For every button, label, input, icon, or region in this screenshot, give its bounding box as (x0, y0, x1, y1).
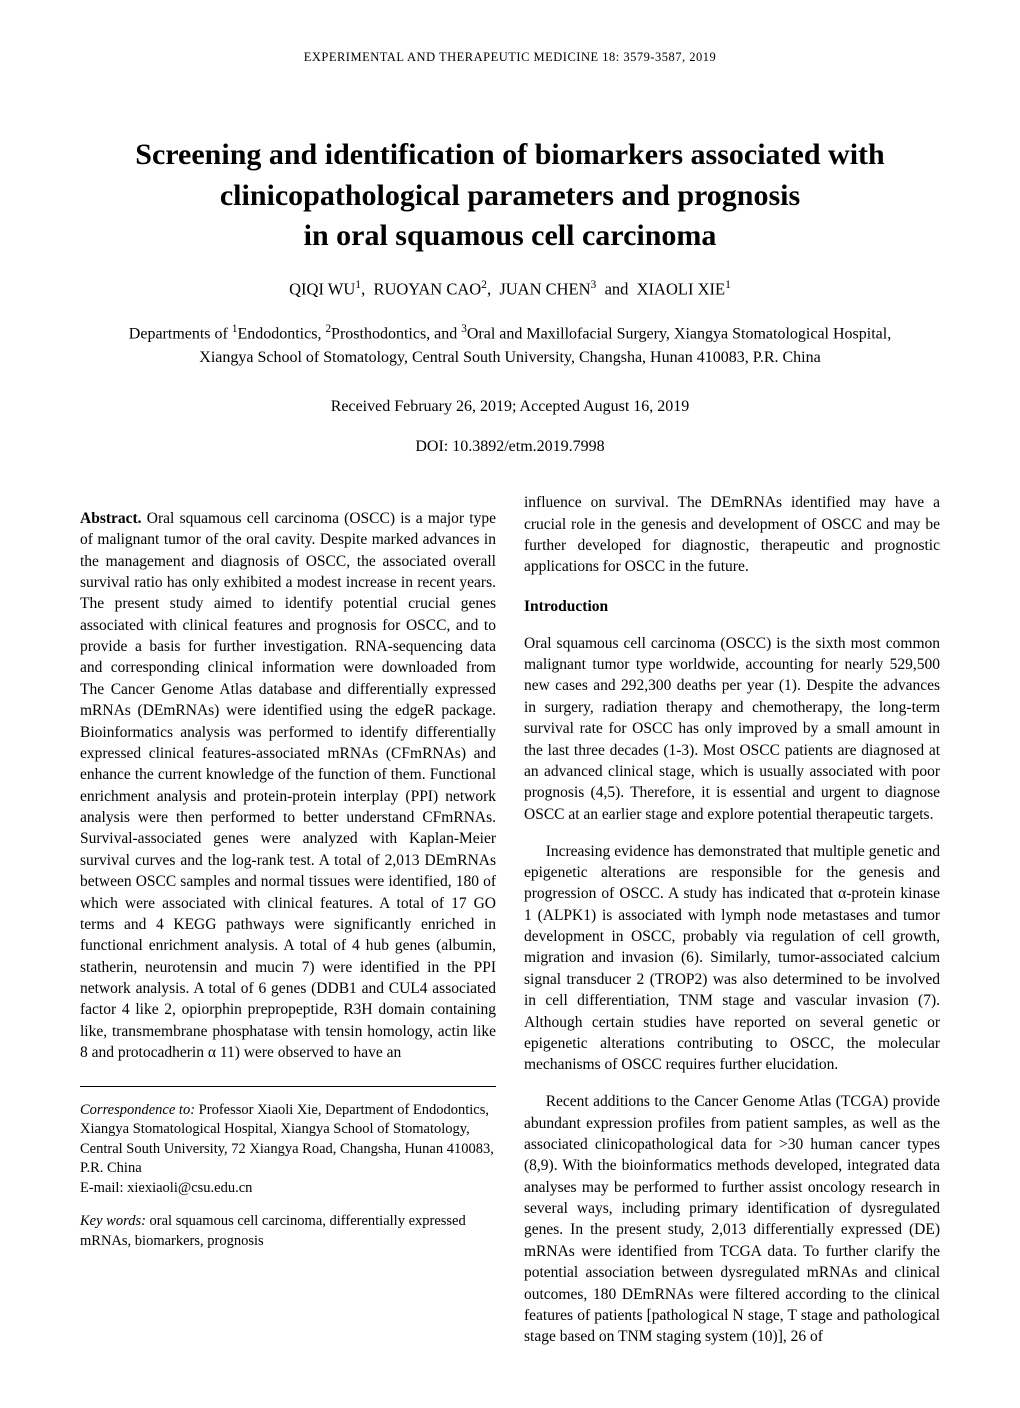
page-root: EXPERIMENTAL AND THERAPEUTIC MEDICINE 18… (0, 0, 1020, 1398)
left-column-bottom-spacer (80, 1252, 496, 1300)
introduction-heading: Introduction (524, 596, 940, 617)
intro-paragraph-2: Increasing evidence has demonstrated tha… (524, 841, 940, 1076)
article-title: Screening and identification of biomarke… (80, 135, 940, 257)
title-line-2: clinicopathological parameters and progn… (220, 179, 800, 212)
affiliations: Departments of 1Endodontics, 2Prosthodon… (120, 321, 900, 370)
intro-paragraph-1: Oral squamous cell carcinoma (OSCC) is t… (524, 633, 940, 825)
abstract-continuation: influence on survival. The DEmRNAs ident… (524, 492, 940, 578)
received-accepted-dates: Received February 26, 2019; Accepted Aug… (80, 398, 940, 416)
two-column-body: Abstract. Oral squamous cell carcinoma (… (80, 492, 940, 1347)
intro-paragraph-3: Recent additions to the Cancer Genome At… (524, 1091, 940, 1348)
abstract-label: Abstract. (80, 510, 142, 527)
abstract-text: Oral squamous cell carcinoma (OSCC) is a… (80, 510, 496, 1061)
keywords-label: Key words: (80, 1213, 146, 1229)
doi-line: DOI: 10.3892/etm.2019.7998 (80, 438, 940, 456)
correspondence-email: E-mail: xiexiaoli@csu.edu.cn (80, 1180, 252, 1196)
title-line-3: in oral squamous cell carcinoma (304, 219, 717, 252)
abstract-paragraph: Abstract. Oral squamous cell carcinoma (… (80, 508, 496, 1064)
correspondence-block: Correspondence to: Professor Xiaoli Xie,… (80, 1101, 496, 1199)
authors-line: QIQI WU1, RUOYAN CAO2, JUAN CHEN3 and XI… (80, 279, 940, 300)
keywords-block: Key words: oral squamous cell carcinoma,… (80, 1212, 496, 1251)
running-head: EXPERIMENTAL AND THERAPEUTIC MEDICINE 18… (80, 50, 940, 65)
footer-divider (80, 1086, 496, 1087)
title-line-1: Screening and identification of biomarke… (135, 138, 884, 171)
left-column-footer-block: Correspondence to: Professor Xiaoli Xie,… (80, 1086, 496, 1300)
correspondence-label: Correspondence to: (80, 1102, 195, 1118)
